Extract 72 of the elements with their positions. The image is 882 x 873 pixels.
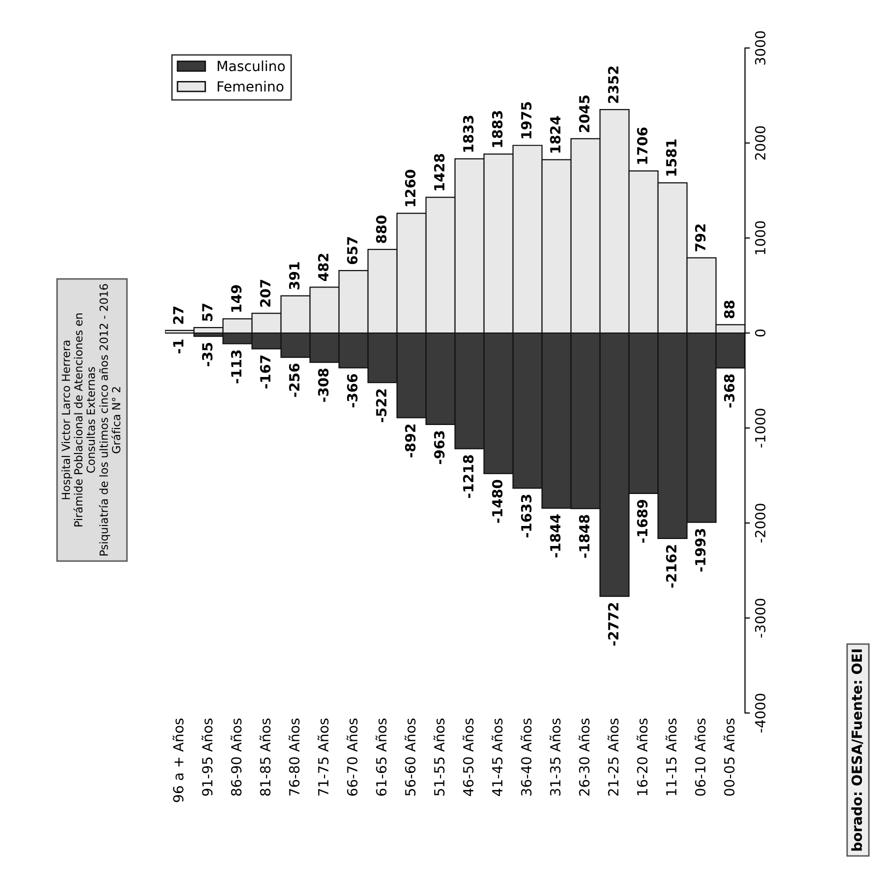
data-label: 391 [289,262,300,290]
y-tick-label: -1000 [754,408,766,448]
legend-label: Femenino [218,80,284,92]
x-tick-label: 11-15 Años [666,718,677,796]
x-tick-label: 76-80 Años [288,718,300,796]
x-tick-label: 86-90 Años [230,718,242,796]
data-label: -35 [202,342,213,366]
y-tick-label: 1000 [754,221,766,254]
y-tick-label: 0 [754,330,766,337]
data-label: -1848 [579,514,590,558]
y-tick-label: -3000 [754,598,766,638]
data-label: 57 [202,304,213,321]
legend-label: Masculino [218,60,285,72]
data-label: -2772 [608,603,618,646]
data-label: 880 [376,216,387,243]
x-tick-label: 61-65 Años [376,718,387,796]
data-label: -963 [434,431,445,464]
x-tick-label: 81-85 Años [260,718,271,796]
data-label: -1633 [521,494,532,538]
data-label: -368 [724,374,735,408]
x-tick-label: 36-40 Años [520,718,532,796]
x-tick-label: 51-55 Años [434,718,445,796]
text: Hospital Victor Larco Herrera Pirámide Poblacional de Atenciones en Consultas Externas Psiquiatría de los ultimos cinco años 2012 - 2016 Gráfica N° 2 [61,284,120,556]
data-label: -1 [173,340,184,354]
data-label: 149 [231,285,242,312]
data-label: 1260 [405,170,416,206]
text: borado: OESA/Fuente: OEI [851,649,864,851]
x-tick-label: 46-50 Años [462,718,474,796]
x-tick-label: 31-35 Años [550,718,561,796]
data-label: 482 [318,254,329,282]
data-label: -1689 [637,500,648,543]
data-label: -366 [347,374,358,408]
data-label: 88 [724,300,735,318]
data-label: -1844 [550,514,561,558]
data-label: -1993 [695,528,706,572]
data-label: 2352 [608,66,619,103]
data-label: 1581 [666,140,677,176]
data-label: -1480 [492,480,503,523]
x-tick-label: 41-45 Años [492,718,503,796]
data-label: 1706 [637,127,648,164]
data-label: -113 [231,350,242,384]
y-tick-label: 3000 [754,31,766,65]
x-tick-label: 91-95 Años [202,718,213,796]
data-label: 2045 [579,95,590,132]
x-tick-label: 16-20 Años [636,718,648,796]
x-tick-label: 56-60 Años [404,718,416,796]
data-label: 1428 [434,154,445,190]
data-label: 792 [695,224,706,252]
x-tick-label: 96 a + Años [172,718,184,802]
y-tick-label: 2000 [754,126,766,160]
data-label: -522 [376,389,387,422]
data-label: 207 [260,280,271,307]
data-label: -167 [260,356,271,388]
data-label: 1824 [550,116,561,153]
data-label: 1883 [492,111,503,147]
data-label: -1218 [463,455,474,498]
data-label: 1975 [521,102,532,138]
x-tick-label: 66-70 Años [346,718,358,796]
data-label: 657 [347,237,358,264]
data-label: -892 [405,424,416,458]
data-label: -308 [318,368,329,402]
y-tick-label: -4000 [754,694,766,732]
x-tick-label: 26-30 Años [578,718,590,796]
data-label: 27 [173,306,184,324]
data-label: -2162 [666,545,677,588]
y-tick-label: -2000 [754,504,766,542]
data-label: 1833 [463,116,474,152]
x-tick-label: 71-75 Años [318,718,329,796]
x-tick-label: 06-10 Años [694,718,706,796]
data-label: -256 [289,364,300,397]
x-tick-label: 00-05 Años [724,718,735,796]
x-tick-label: 21-25 Años [608,718,619,796]
